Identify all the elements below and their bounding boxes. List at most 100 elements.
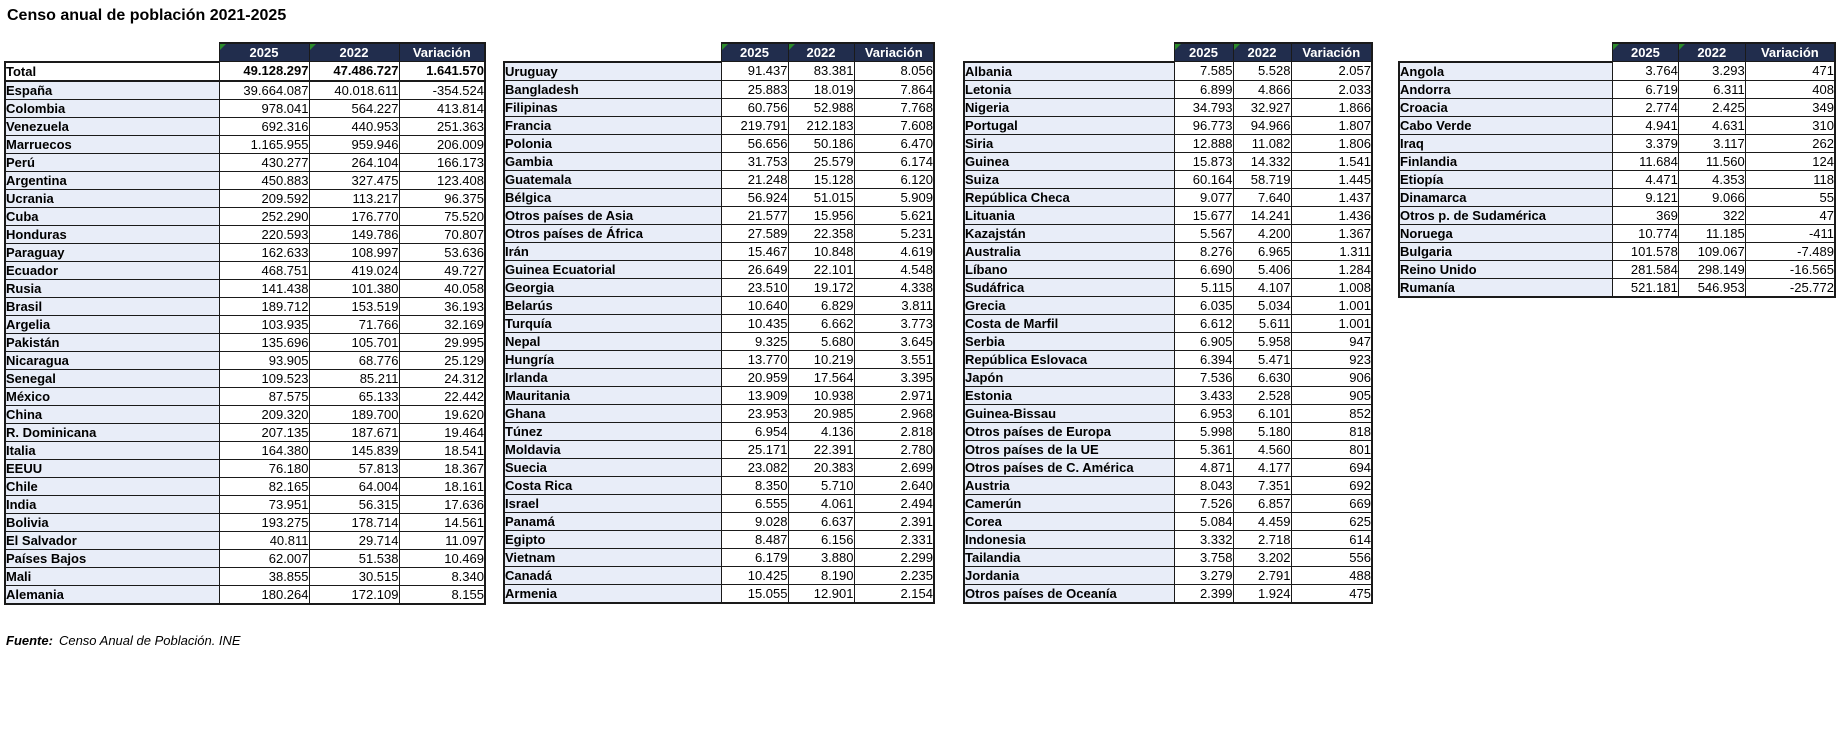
row-label-cell: Turquía — [503, 313, 722, 333]
row-label-cell: Rusia — [4, 278, 220, 298]
value-cell-2025: 21.248 — [720, 169, 789, 189]
value-cell-2025: 209.320 — [218, 404, 310, 424]
value-cell-variacion: 2.235 — [853, 565, 935, 585]
row-label-cell: Armenia — [503, 583, 722, 604]
table-row: Bangladesh 25.883 18.019 7.864 — [503, 79, 935, 99]
corner-triangle-icon — [1613, 44, 1619, 50]
value-cell-2025: 3.433 — [1173, 385, 1234, 405]
row-label-cell: Chile — [4, 476, 220, 496]
value-cell-2022: 4.107 — [1232, 277, 1292, 297]
value-cell-2022: 4.200 — [1232, 223, 1292, 243]
value-cell-2022: 51.015 — [787, 187, 855, 207]
row-label-cell: Iraq — [1398, 133, 1613, 153]
value-cell-2022: 12.901 — [787, 583, 855, 604]
value-cell-2025: 91.437 — [720, 61, 789, 81]
corner-triangle-icon — [722, 44, 728, 50]
table-row: Canadá 10.425 8.190 2.235 — [503, 565, 935, 585]
row-label-cell: Suecia — [503, 457, 722, 477]
table-row: Moldavia 25.171 22.391 2.780 — [503, 439, 935, 459]
value-cell-2025: 10.774 — [1612, 223, 1679, 243]
value-cell-2022: 20.985 — [787, 403, 855, 423]
value-cell-variacion: 7.768 — [853, 97, 935, 117]
table-row: Brasil 189.712 153.519 36.193 — [4, 296, 486, 316]
table-row: Dinamarca 9.121 9.066 55 — [1398, 187, 1836, 207]
table-row: Suecia 23.082 20.383 2.699 — [503, 457, 935, 477]
row-label-cell: Panamá — [503, 511, 722, 531]
value-cell-variacion: 2.699 — [853, 457, 935, 477]
value-cell-2022: 14.332 — [1232, 151, 1292, 171]
census-table-4: 2025 2022 Variación Angola 3.764 3.293 471 Ando… — [1398, 42, 1836, 298]
table-row: Polonia 56.656 50.186 6.470 — [503, 133, 935, 153]
value-cell-2025: 193.275 — [218, 512, 310, 532]
row-label-cell: Mauritania — [503, 385, 722, 405]
row-label-cell: Noruega — [1398, 223, 1613, 243]
value-cell-variacion: 1.437 — [1290, 187, 1373, 207]
value-cell-2022: 322 — [1677, 205, 1746, 225]
value-cell-2022: 58.719 — [1232, 169, 1292, 189]
value-cell-2022: 440.953 — [308, 116, 400, 136]
table-row: Irlanda 20.959 17.564 3.395 — [503, 367, 935, 387]
value-cell-variacion: 8.155 — [398, 584, 486, 605]
row-label-cell: Grecia — [963, 295, 1175, 315]
value-cell-2025: 15.873 — [1173, 151, 1234, 171]
value-cell-variacion: 1.445 — [1290, 169, 1373, 189]
value-cell-variacion: 40.058 — [398, 278, 486, 298]
value-cell-2022: 109.067 — [1677, 241, 1746, 261]
table-row: Estonia 3.433 2.528 905 — [963, 385, 1373, 405]
row-label-cell: Guatemala — [503, 169, 722, 189]
row-label-cell: Tailandia — [963, 547, 1175, 567]
row-label-cell: México — [4, 386, 220, 406]
value-cell-variacion: 70.807 — [398, 224, 486, 244]
corner-triangle-icon — [1175, 44, 1181, 50]
value-cell-variacion: 55 — [1744, 187, 1836, 207]
table-row: Austria 8.043 7.351 692 — [963, 475, 1373, 495]
column-header-2022: 2022 — [308, 42, 400, 62]
table-row: Panamá 9.028 6.637 2.391 — [503, 511, 935, 531]
value-cell-variacion: 2.818 — [853, 421, 935, 441]
column-header-variacion: Variación — [853, 42, 935, 62]
value-cell-2022: 3.202 — [1232, 547, 1292, 567]
column-header-2025: 2025 — [218, 42, 310, 62]
value-cell-2025: 87.575 — [218, 386, 310, 406]
value-cell-2025: 6.555 — [720, 493, 789, 513]
value-cell-2025: 96.773 — [1173, 115, 1234, 135]
table-row: Alemania 180.264 172.109 8.155 — [4, 584, 486, 605]
table-row: El Salvador 40.811 29.714 11.097 — [4, 530, 486, 550]
value-cell-variacion: -16.565 — [1744, 259, 1836, 279]
value-cell-2022: 6.637 — [787, 511, 855, 531]
value-cell-variacion: 1.001 — [1290, 295, 1373, 315]
value-cell-2025: 6.690 — [1173, 259, 1234, 279]
table-row: República Eslovaca 6.394 5.471 923 — [963, 349, 1373, 369]
row-label-cell: Kazajstán — [963, 223, 1175, 243]
value-cell-variacion: 1.367 — [1290, 223, 1373, 243]
value-cell-2025: 13.909 — [720, 385, 789, 405]
column-header-2022: 2022 — [787, 42, 855, 62]
table-row: Jordania 3.279 2.791 488 — [963, 565, 1373, 585]
value-cell-2022: 65.133 — [308, 386, 400, 406]
table-row: Sudáfrica 5.115 4.107 1.008 — [963, 277, 1373, 297]
table-row: Egipto 8.487 6.156 2.331 — [503, 529, 935, 549]
table-row: Ecuador 468.751 419.024 49.727 — [4, 260, 486, 280]
row-label-cell: Nigeria — [963, 97, 1175, 117]
value-cell-variacion: 22.442 — [398, 386, 486, 406]
row-label-cell: Camerún — [963, 493, 1175, 513]
row-label-cell: Reino Unido — [1398, 259, 1613, 279]
value-cell-variacion: 4.338 — [853, 277, 935, 297]
row-label-cell: República Checa — [963, 187, 1175, 207]
row-label-cell: China — [4, 404, 220, 424]
value-cell-2025: 23.082 — [720, 457, 789, 477]
value-cell-2025: 11.684 — [1612, 151, 1679, 171]
row-label-cell: Venezuela — [4, 116, 220, 136]
table-row: Otros países de Europa 5.998 5.180 818 — [963, 421, 1373, 441]
value-cell-2022: 10.938 — [787, 385, 855, 405]
value-cell-2025: 6.954 — [720, 421, 789, 441]
table-row: Otros países de C. América 4.871 4.177 694 — [963, 457, 1373, 477]
row-label-cell: Bolivia — [4, 512, 220, 532]
value-cell-variacion: 18.541 — [398, 440, 486, 460]
value-cell-2022: 64.004 — [308, 476, 400, 496]
table-row: Líbano 6.690 5.406 1.284 — [963, 259, 1373, 279]
value-cell-2025: 3.332 — [1173, 529, 1234, 549]
census-table-1: 2025 2022 Variación Total 49.128.297 47.486.7… — [4, 42, 486, 605]
table-row: Angola 3.764 3.293 471 — [1398, 60, 1836, 81]
row-label-cell: Portugal — [963, 115, 1175, 135]
